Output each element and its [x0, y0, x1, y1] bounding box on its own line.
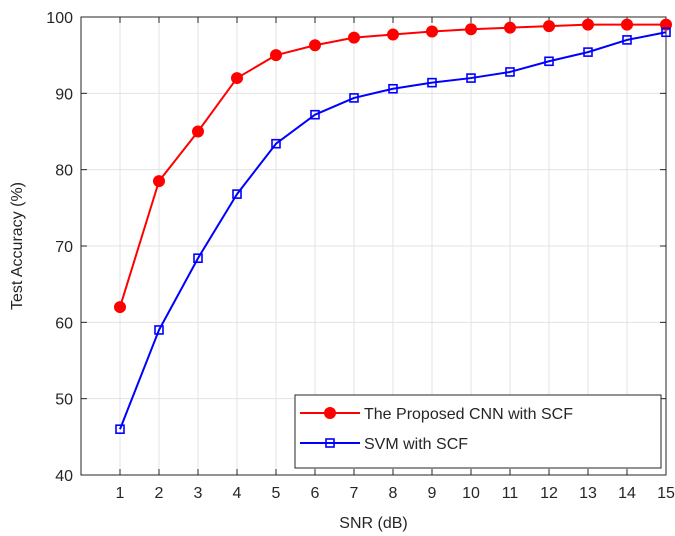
y-tick-label: 50 [55, 392, 73, 409]
x-tick-label: 12 [540, 485, 558, 502]
x-tick-label: 2 [155, 485, 164, 502]
x-tick-label: 7 [350, 485, 359, 502]
data-point-0 [621, 18, 633, 31]
series-layer [114, 18, 672, 435]
y-tick-label: 60 [55, 315, 73, 332]
x-tick-label: 3 [194, 485, 203, 502]
data-point-1 [661, 27, 671, 38]
x-tick-label: 13 [579, 485, 597, 502]
data-point-1 [466, 73, 476, 83]
x-axis-label: SNR (dB) [339, 515, 407, 532]
data-point-0 [192, 125, 204, 138]
legend-label-svm: SVM with SCF [364, 436, 468, 453]
data-point-1 [115, 424, 125, 435]
data-point-1 [505, 67, 515, 77]
y-tick-label: 80 [55, 163, 73, 180]
y-tick-label: 40 [55, 468, 73, 485]
data-point-1 [583, 47, 593, 57]
data-point-0 [387, 28, 399, 41]
x-tick-label: 4 [233, 485, 242, 502]
x-tick-label: 10 [462, 485, 480, 502]
data-point-1 [544, 56, 554, 67]
data-point-1 [154, 325, 164, 335]
data-point-0 [114, 301, 126, 314]
x-tick-label: 14 [618, 485, 636, 502]
y-tick-label: 90 [55, 86, 73, 103]
y-tick-label: 70 [55, 239, 73, 256]
data-point-1 [193, 253, 203, 264]
legend: The Proposed CNN with SCF SVM with SCF [294, 394, 662, 469]
data-point-0 [348, 31, 360, 44]
x-tick-label: 1 [116, 485, 125, 502]
y-tick-label: 100 [46, 10, 73, 27]
x-tick-label: 15 [657, 485, 675, 502]
data-point-1 [622, 35, 632, 45]
y-axis-label: Test Accuracy (%) [9, 182, 26, 310]
legend-marker-svm [325, 438, 335, 448]
data-point-0 [426, 25, 438, 38]
data-point-0 [582, 18, 594, 31]
series-line-1 [119, 31, 667, 430]
data-point-1 [232, 189, 242, 199]
data-point-1 [271, 138, 281, 149]
data-point-0 [231, 72, 243, 85]
data-point-0 [270, 49, 282, 62]
legend-marker-cnn [324, 407, 336, 419]
data-point-0 [504, 21, 516, 34]
legend-label-cnn: The Proposed CNN with SCF [364, 406, 573, 423]
x-tick-label: 9 [428, 485, 437, 502]
data-point-1 [388, 83, 398, 94]
data-point-0 [309, 39, 321, 52]
data-point-1 [349, 93, 359, 103]
x-tick-label: 6 [311, 485, 320, 502]
x-tick-label: 5 [272, 485, 281, 502]
data-point-0 [465, 23, 477, 36]
data-point-1 [427, 77, 437, 88]
data-point-0 [153, 175, 165, 188]
x-tick-label: 11 [502, 485, 519, 502]
legend-box [294, 394, 662, 469]
data-point-0 [660, 18, 672, 31]
x-tick-label: 8 [389, 485, 398, 502]
data-point-1 [310, 109, 320, 120]
data-point-0 [543, 20, 555, 33]
